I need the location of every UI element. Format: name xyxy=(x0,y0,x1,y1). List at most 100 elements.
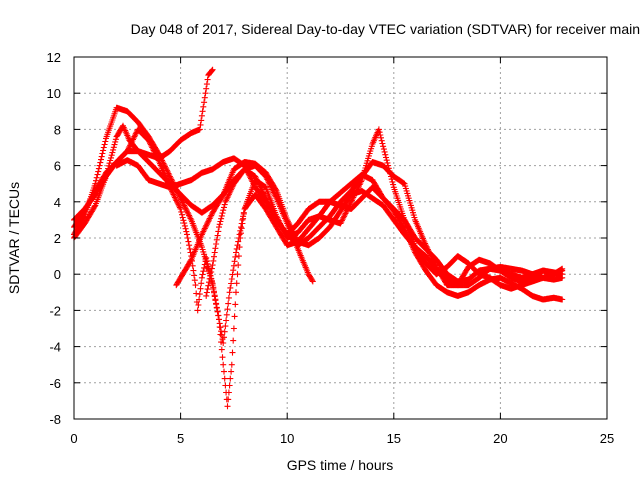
data-point xyxy=(285,219,292,226)
x-tick-label: 15 xyxy=(387,431,401,446)
data-point xyxy=(309,277,316,284)
data-point xyxy=(103,173,109,180)
data-point xyxy=(291,231,298,238)
data-point xyxy=(430,258,437,265)
data-point xyxy=(208,67,215,74)
y-tick-label: -6 xyxy=(49,376,61,391)
data-point xyxy=(239,216,246,223)
data-point xyxy=(202,90,209,97)
data-point xyxy=(215,228,222,235)
data-point xyxy=(184,235,191,241)
chart-title: Day 048 of 2017, Sidereal Day-to-day VTE… xyxy=(131,21,640,37)
data-point xyxy=(380,143,387,150)
data-point xyxy=(222,323,229,330)
data-point xyxy=(100,147,107,154)
data-point xyxy=(235,253,242,260)
data-point xyxy=(179,214,186,221)
data-point xyxy=(383,154,389,161)
data-point xyxy=(201,264,208,271)
data-point xyxy=(195,302,202,308)
data-point xyxy=(194,307,201,314)
data-point xyxy=(213,236,220,243)
data-point xyxy=(181,220,188,227)
x-tick-label: 5 xyxy=(177,431,184,446)
data-point xyxy=(191,272,198,279)
data-point xyxy=(271,212,278,219)
data-point xyxy=(216,320,223,327)
data-point xyxy=(203,221,210,228)
data-point xyxy=(257,183,264,190)
data-point xyxy=(201,99,208,106)
data-point xyxy=(212,245,219,252)
data-point xyxy=(341,211,348,218)
data-point xyxy=(208,265,215,272)
data-point xyxy=(96,162,103,169)
data-point xyxy=(218,215,225,222)
data-point xyxy=(95,165,102,172)
data-point xyxy=(226,382,233,389)
data-point xyxy=(429,255,436,262)
y-tick-label: -4 xyxy=(49,340,61,355)
data-point xyxy=(105,165,112,172)
data-point xyxy=(205,264,212,270)
ticks: 0 5 10 15 20 25 -8 -6 -4 -2 0 2 4 6 8 10 12 xyxy=(47,50,615,446)
data-point xyxy=(559,271,566,278)
data-point xyxy=(171,194,178,201)
data-point xyxy=(292,234,299,241)
x-tick-label: 25 xyxy=(600,431,614,446)
data-point xyxy=(148,143,155,150)
data-point xyxy=(214,232,221,239)
data-point xyxy=(236,231,243,238)
data-point xyxy=(205,218,212,225)
data-point xyxy=(225,396,232,403)
data-point xyxy=(225,294,232,301)
data-point xyxy=(382,151,389,158)
data-point xyxy=(210,257,217,264)
data-point xyxy=(110,146,117,153)
data-point xyxy=(213,301,220,308)
data-point xyxy=(250,180,257,186)
data-point xyxy=(95,168,102,175)
data-point xyxy=(211,289,217,296)
data-point xyxy=(180,217,187,224)
y-tick-label: -8 xyxy=(49,412,61,427)
data-point xyxy=(203,254,210,261)
data-point xyxy=(111,141,118,148)
data-point xyxy=(201,227,208,233)
y-tick-label: 12 xyxy=(47,50,61,65)
data-point xyxy=(105,162,112,169)
data-point xyxy=(272,186,279,193)
data-point xyxy=(186,212,193,219)
data-point xyxy=(389,178,396,185)
data-point xyxy=(231,313,238,320)
data-point xyxy=(229,271,236,278)
data-point xyxy=(203,257,210,264)
data-point xyxy=(206,279,212,286)
data-point xyxy=(211,253,217,260)
data-point xyxy=(424,246,431,253)
y-tick-label: -2 xyxy=(49,303,61,318)
data-point xyxy=(186,245,193,252)
data-point xyxy=(162,164,169,171)
data-point xyxy=(149,144,156,151)
data-point xyxy=(183,206,190,213)
data-point xyxy=(106,160,113,167)
data-point xyxy=(184,231,190,238)
data-point xyxy=(255,179,262,186)
data-point xyxy=(198,280,205,287)
data-point xyxy=(235,235,242,241)
data-point xyxy=(179,211,185,218)
data-point xyxy=(230,267,237,274)
data-point xyxy=(221,368,227,375)
data-point xyxy=(221,201,228,208)
data-point xyxy=(216,224,222,231)
data-point xyxy=(110,144,117,151)
data-point xyxy=(217,331,224,338)
data-point xyxy=(379,140,386,147)
x-tick-label: 0 xyxy=(70,431,77,446)
data-point xyxy=(196,296,203,303)
data-point xyxy=(215,312,222,319)
data-point xyxy=(217,324,224,331)
data-point xyxy=(225,300,232,307)
